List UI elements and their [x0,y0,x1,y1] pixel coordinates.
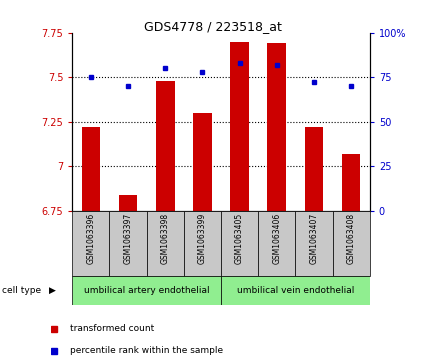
Text: umbilical vein endothelial: umbilical vein endothelial [237,286,354,295]
Bar [258,211,295,276]
Bar [221,276,370,305]
Bar [193,113,212,211]
Text: GDS4778 / 223518_at: GDS4778 / 223518_at [144,20,281,33]
Text: GSM1063405: GSM1063405 [235,212,244,264]
Text: umbilical artery endothelial: umbilical artery endothelial [84,286,210,295]
Bar [332,211,370,276]
Bar [305,127,323,211]
Text: transformed count: transformed count [70,325,154,333]
Text: GSM1063406: GSM1063406 [272,212,281,264]
Text: GSM1063407: GSM1063407 [309,212,318,264]
Bar [82,127,100,211]
Text: GSM1063397: GSM1063397 [124,212,133,264]
Bar [342,154,360,211]
Bar [119,195,137,211]
Bar [109,211,147,276]
Text: GSM1063408: GSM1063408 [347,212,356,264]
Bar [72,211,109,276]
Text: cell type: cell type [2,286,41,295]
Bar [156,81,175,211]
Bar [184,211,221,276]
Text: GSM1063396: GSM1063396 [86,212,95,264]
Bar [147,211,184,276]
Bar [267,43,286,211]
Bar [72,276,221,305]
Text: ▶: ▶ [49,286,56,295]
Text: GSM1063399: GSM1063399 [198,212,207,264]
Bar [230,41,249,211]
Text: percentile rank within the sample: percentile rank within the sample [70,346,223,355]
Text: GSM1063398: GSM1063398 [161,212,170,264]
Bar [295,211,332,276]
Bar [221,211,258,276]
